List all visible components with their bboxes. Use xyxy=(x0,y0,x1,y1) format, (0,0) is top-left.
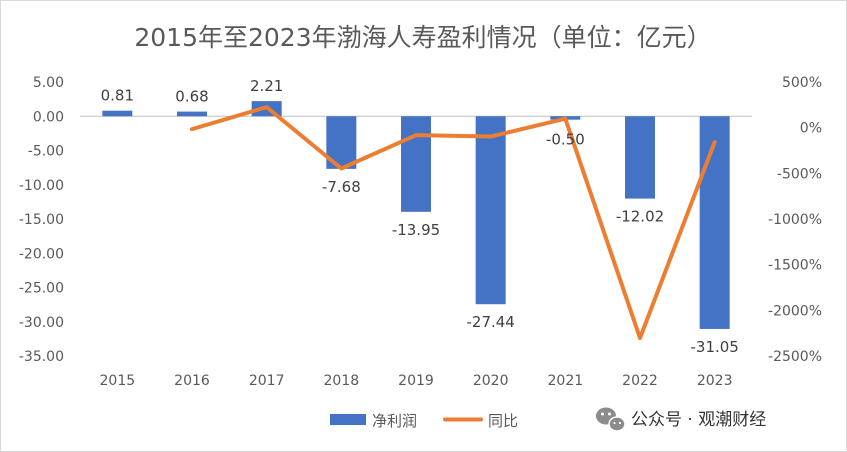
bar-data-label: -31.05 xyxy=(690,338,738,356)
right-axis-tick-label: -2500% xyxy=(768,349,822,365)
bar-net-profit-2020 xyxy=(475,116,506,305)
bar-net-profit-2019 xyxy=(401,116,431,212)
right-axis-tick-label: 0% xyxy=(800,121,822,137)
left-axis-tick-label: 0.00 xyxy=(33,109,64,125)
x-axis-tick-label: 2019 xyxy=(398,373,434,389)
bar-data-label: -0.50 xyxy=(546,131,585,149)
bar-net-profit-2022 xyxy=(625,116,655,199)
legend-swatch-net-profit xyxy=(330,414,366,425)
right-axis-tick-label: -2000% xyxy=(768,303,822,319)
left-axis-tick-label: -30.00 xyxy=(19,315,64,331)
x-axis-tick-label: 2020 xyxy=(473,373,509,389)
right-axis-tick-label: -1000% xyxy=(768,212,822,228)
legend-label-yoy: 同比 xyxy=(488,412,518,430)
bar-data-label: 0.81 xyxy=(101,87,134,105)
x-axis-tick-label: 2017 xyxy=(249,373,285,389)
bar-data-label: -7.68 xyxy=(322,178,361,196)
x-axis-tick-label: 2016 xyxy=(174,373,210,389)
left-axis-tick-label: -5.00 xyxy=(28,144,64,160)
right-axis-tick-label: -500% xyxy=(777,166,822,182)
left-axis-tick-label: -10.00 xyxy=(19,178,64,194)
x-axis-tick-label: 2015 xyxy=(100,373,136,389)
chart-title: 2015年至2023年渤海人寿盈利情况（单位：亿元） xyxy=(134,23,711,52)
left-axis-tick-label: -20.00 xyxy=(19,246,64,262)
bar-net-profit-2016 xyxy=(177,111,207,117)
bar-data-label: -13.95 xyxy=(392,221,440,239)
bar-data-label: -27.44 xyxy=(466,313,514,331)
wechat-icon xyxy=(596,407,626,432)
watermark-text: 公众号 · 观潮财经 xyxy=(631,410,766,430)
left-axis-tick-label: -35.00 xyxy=(19,349,64,365)
bar-data-label: 2.21 xyxy=(250,77,283,95)
bars-group xyxy=(102,101,730,329)
left-axis-tick-label: -15.00 xyxy=(19,212,64,228)
left-axis-tick-label: -25.00 xyxy=(19,281,64,297)
legend-label-net-profit: 净利润 xyxy=(372,412,417,430)
right-axis-tick-label: 500% xyxy=(782,75,822,91)
bar-net-profit-2015 xyxy=(102,110,133,117)
legend: 净利润 同比 xyxy=(330,412,518,430)
bar-data-label: -12.02 xyxy=(616,208,664,226)
watermark: 公众号 · 观潮财经 xyxy=(596,407,766,432)
x-axis-tick-label: 2021 xyxy=(548,373,584,389)
right-axis-tick-label: -1500% xyxy=(768,258,822,274)
line-yoy xyxy=(190,105,717,341)
data-labels-group: 0.81 0.68 2.21 -7.68 -13.95 -27.44 -0.50 -12.02… xyxy=(101,77,739,356)
bar-data-label: 0.68 xyxy=(175,88,208,106)
bar-net-profit-2023 xyxy=(699,116,730,329)
line-group xyxy=(190,105,717,341)
x-axis-tick-label: 2023 xyxy=(697,373,733,389)
x-axis-tick-label: 2022 xyxy=(622,373,658,389)
x-axis-tick-label: 2018 xyxy=(324,373,360,389)
left-axis-tick-label: 5.00 xyxy=(33,75,64,91)
